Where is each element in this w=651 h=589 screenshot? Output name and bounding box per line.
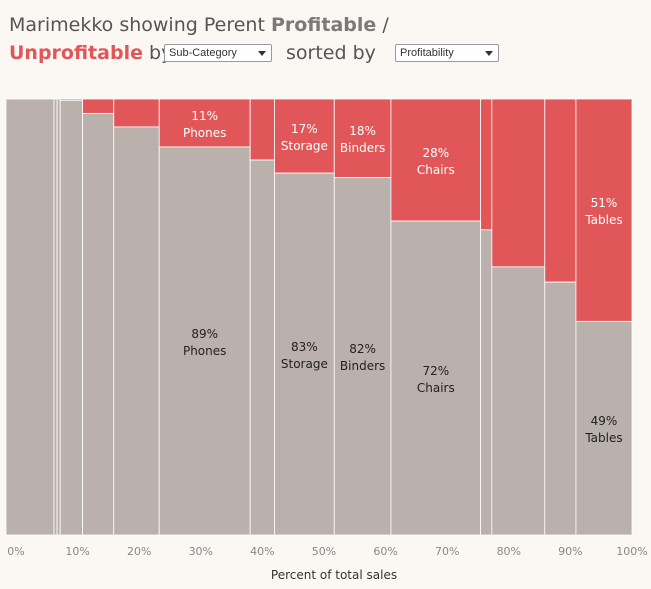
label-profitable-name-tables: Tables (584, 431, 622, 445)
bar-profitable-storage (274, 172, 335, 536)
label-profitable-pct-tables: 49% (591, 414, 618, 428)
label-unprofitable-name-chairs: Chairs (417, 163, 455, 177)
x-axis-label: Percent of total sales (271, 568, 397, 582)
label-unprofitable-pct-chairs: 28% (422, 146, 449, 160)
bar-unprofitable-binders (333, 98, 392, 178)
title-unprofitable-word: Unprofitable (9, 42, 143, 64)
x-tick-label: 50% (312, 545, 336, 558)
bar-profitable-segment-14 (544, 281, 577, 536)
label-profitable-pct-chairs: 72% (422, 364, 449, 378)
x-tick-label: 20% (127, 545, 151, 558)
category-dropdown-value: Sub-Category (169, 47, 237, 59)
label-unprofitable-name-phones: Phones (183, 126, 226, 140)
bar-profitable-segment-1 (5, 98, 55, 536)
bar-profitable-segment-8 (249, 159, 275, 536)
category-dropdown[interactable]: Sub-Category (164, 44, 272, 62)
bar-profitable-segment-12 (480, 229, 493, 536)
bar-unprofitable-segment-8 (249, 98, 275, 161)
title-profitable-word: Profitable (270, 14, 377, 36)
label-unprofitable-pct-tables: 51% (591, 196, 618, 210)
x-tick-label: 100% (616, 545, 647, 558)
bar-profitable-segment-13 (491, 266, 546, 536)
label-profitable-name-binders: Binders (340, 359, 385, 373)
bar-unprofitable-storage (274, 98, 335, 174)
sort-dropdown[interactable]: Profitability (395, 44, 499, 62)
x-tick-label: 70% (435, 545, 459, 558)
bar-unprofitable-tables (575, 98, 633, 322)
x-tick-label: 10% (65, 545, 89, 558)
x-tick-label: 60% (373, 545, 397, 558)
chevron-down-icon (258, 51, 266, 56)
label-profitable-pct-binders: 82% (349, 342, 376, 356)
sort-dropdown-value: Profitability (400, 47, 454, 59)
x-tick-label: 40% (250, 545, 274, 558)
bar-profitable-segment-4 (59, 99, 84, 536)
label-profitable-pct-storage: 83% (291, 340, 318, 354)
bar-profitable-chairs (390, 220, 482, 536)
x-tick-label: 80% (497, 545, 521, 558)
label-unprofitable-name-binders: Binders (340, 141, 385, 155)
bar-profitable-segment-5 (82, 112, 115, 536)
sorted-by-label: sorted by (286, 42, 376, 64)
bar-unprofitable-segment-14 (544, 98, 577, 283)
bar-unprofitable-segment-5 (82, 98, 115, 114)
label-profitable-name-chairs: Chairs (417, 381, 455, 395)
label-profitable-name-storage: Storage (281, 357, 328, 371)
bar-profitable-segment-3 (56, 98, 61, 536)
label-unprofitable-pct-binders: 18% (349, 124, 376, 138)
bar-unprofitable-segment-12 (480, 98, 493, 231)
label-profitable-name-phones: Phones (183, 344, 226, 358)
label-unprofitable-name-tables: Tables (584, 213, 622, 227)
label-unprofitable-name-storage: Storage (281, 139, 328, 153)
bar-profitable-phones (158, 146, 251, 536)
title-prefix: Marimekko showing Perent (9, 14, 271, 36)
title-slash: / (376, 14, 389, 36)
bar-profitable-tables (575, 320, 633, 536)
label-unprofitable-pct-phones: 11% (191, 109, 218, 123)
bar-profitable-segment-2 (53, 98, 58, 536)
bar-unprofitable-segment-13 (491, 98, 546, 268)
x-tick-label: 30% (189, 545, 213, 558)
bar-unprofitable-segment-6 (113, 98, 160, 128)
x-tick-label: 0% (7, 545, 24, 558)
label-unprofitable-pct-storage: 17% (291, 122, 318, 136)
x-tick-label: 90% (558, 545, 582, 558)
chevron-down-icon (485, 51, 493, 56)
bar-profitable-binders (333, 177, 392, 536)
label-profitable-pct-phones: 89% (191, 327, 218, 341)
bar-profitable-segment-6 (113, 126, 160, 536)
title-line-1: Marimekko showing Perent Profitable / (9, 14, 389, 36)
